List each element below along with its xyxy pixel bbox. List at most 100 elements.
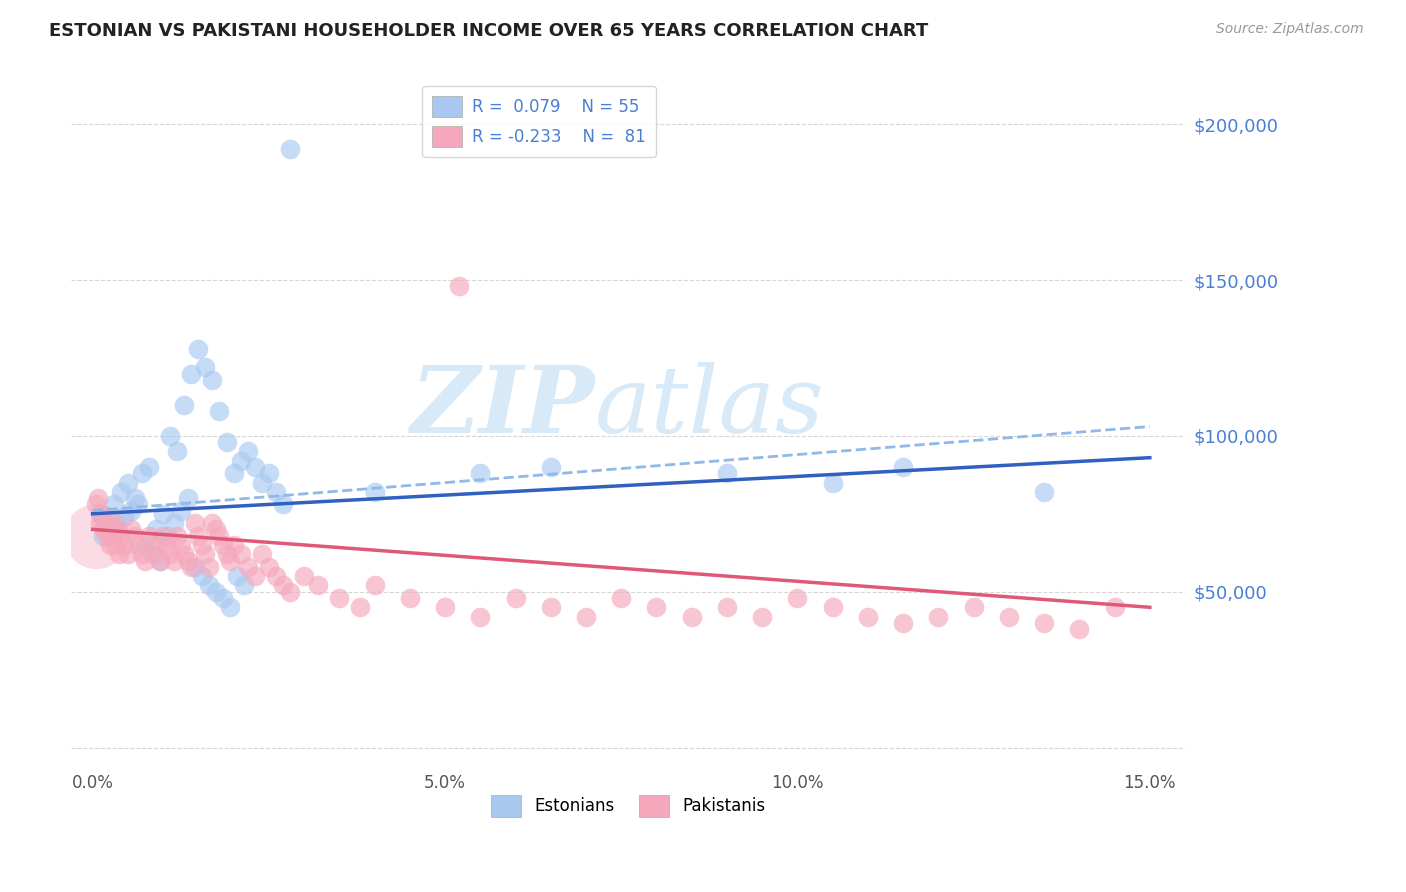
Point [215,435,238,450]
Point [94,516,117,530]
Point [307,578,329,592]
Point [398,591,420,605]
Point [540,460,562,475]
Point [89,516,111,530]
Point [821,475,844,490]
Point [90,507,112,521]
Point [349,600,371,615]
Point [101,528,124,542]
Point [278,142,301,156]
Point [449,279,471,293]
Point [131,467,153,481]
Point [163,553,186,567]
Point [222,467,245,481]
Point [927,609,949,624]
Point [170,504,193,518]
Point [786,591,808,605]
Point [141,547,163,561]
Point [91,522,114,536]
Point [194,547,217,561]
Point [1033,615,1056,630]
Point [271,578,294,592]
Point [184,516,207,530]
Point [226,569,249,583]
Legend: Estonians, Pakistanis: Estonians, Pakistanis [484,789,772,823]
Point [236,444,259,458]
Point [145,522,167,536]
Point [98,522,121,536]
Point [156,538,179,552]
Point [156,528,179,542]
Point [89,507,111,521]
Point [250,547,273,561]
Point [112,538,135,552]
Point [110,528,132,542]
Point [212,538,235,552]
Point [103,516,125,530]
Point [177,553,200,567]
Point [96,528,118,542]
Point [152,528,174,542]
Point [363,578,385,592]
Point [328,591,350,605]
Point [222,538,245,552]
Point [184,559,207,574]
Point [998,609,1021,624]
Point [363,485,385,500]
Point [205,584,228,599]
Point [233,578,256,592]
Point [856,609,879,624]
Point [434,600,457,615]
Point [751,609,773,624]
Point [96,516,118,530]
Point [716,600,738,615]
Point [166,528,188,542]
Point [87,491,110,506]
Point [103,498,125,512]
Point [1104,600,1126,615]
Point [198,578,221,592]
Point [716,467,738,481]
Point [120,504,142,518]
Point [219,600,242,615]
Point [250,475,273,490]
Point [1069,622,1091,636]
Point [97,522,120,536]
Point [145,547,167,561]
Point [610,591,633,605]
Point [212,591,235,605]
Point [264,485,287,500]
Point [681,609,703,624]
Point [236,559,259,574]
Point [110,485,132,500]
Point [159,547,181,561]
Point [264,569,287,583]
Point [173,547,195,561]
Point [127,538,149,552]
Point [257,559,280,574]
Point [194,360,217,375]
Point [141,538,163,552]
Point [98,538,121,552]
Point [105,516,128,530]
Point [108,547,131,561]
Point [134,538,156,552]
Point [891,460,914,475]
Text: ESTONIAN VS PAKISTANI HOUSEHOLDER INCOME OVER 65 YEARS CORRELATION CHART: ESTONIAN VS PAKISTANI HOUSEHOLDER INCOME… [49,22,928,40]
Point [187,528,209,542]
Point [229,547,252,561]
Point [215,547,238,561]
Point [891,615,914,630]
Point [131,547,153,561]
Text: Source: ZipAtlas.com: Source: ZipAtlas.com [1216,22,1364,37]
Point [177,491,200,506]
Point [198,559,221,574]
Point [292,569,315,583]
Point [84,528,107,542]
Point [138,528,160,542]
Point [219,553,242,567]
Point [163,516,186,530]
Point [205,522,228,536]
Point [187,342,209,356]
Point [1033,485,1056,500]
